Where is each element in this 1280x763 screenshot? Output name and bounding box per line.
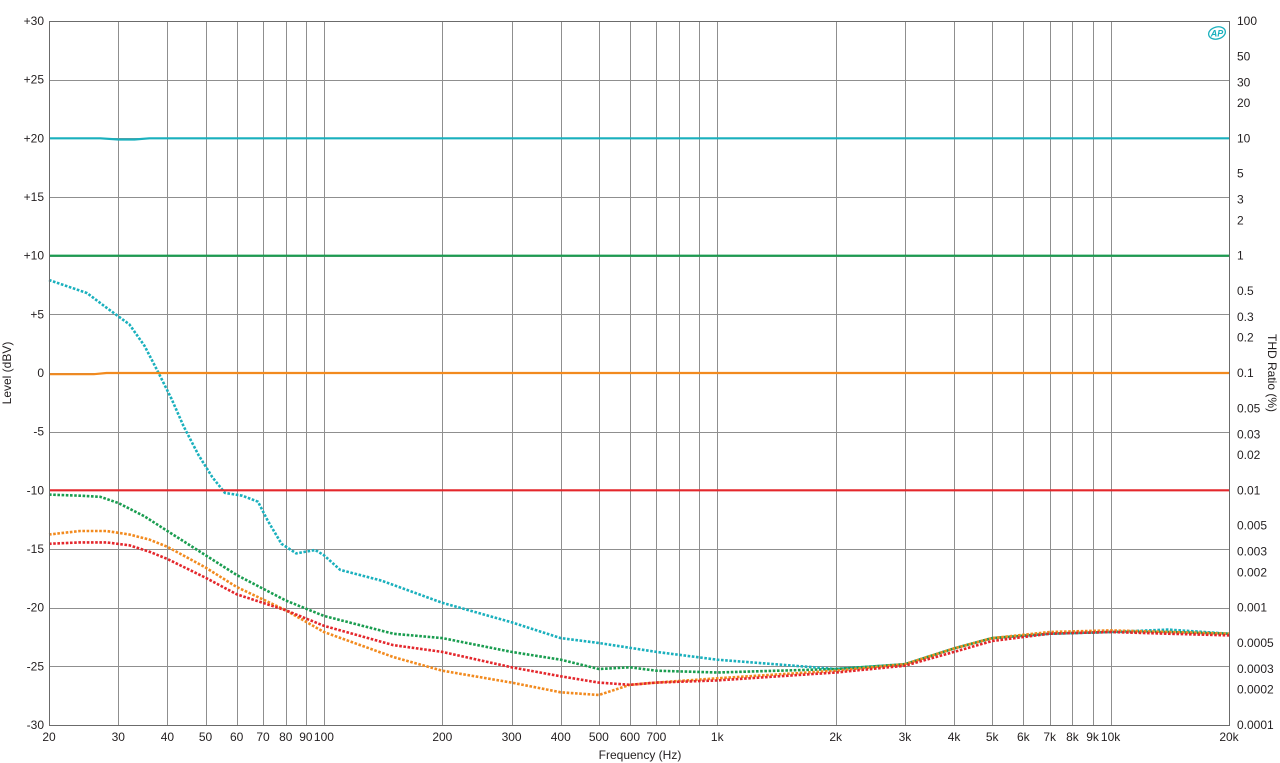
x-tick-label: 7k [1043, 730, 1057, 744]
y2-tick-label: 30 [1237, 75, 1251, 89]
y2-tick-label: 0.0002 [1237, 683, 1274, 697]
x-tick-label: 9k [1086, 730, 1100, 744]
x-tick-label: 10k [1101, 730, 1121, 744]
thd-series-line [48, 541, 1230, 687]
y-tick-label: +5 [30, 307, 44, 321]
y2-tick-label: 0.003 [1237, 545, 1267, 559]
level-series-line [49, 137, 1229, 141]
x-tick-label: 1k [711, 730, 725, 744]
y2-tick-label: 0.3 [1237, 310, 1254, 324]
x-tick-label: 200 [432, 730, 452, 744]
y2-tick-label: 0.005 [1237, 519, 1267, 533]
x-tick-label: 2k [829, 730, 843, 744]
y2-tick-label: 50 [1237, 49, 1251, 63]
tick-labels: 20 30 40 50 60 70 80 90 100 200 300 400 500 600 700 1k 2… [24, 14, 1274, 744]
y2-tick-label: 10 [1237, 131, 1251, 145]
x-tick-label: 50 [199, 730, 213, 744]
y2-tick-label: 0.0005 [1237, 636, 1274, 650]
ap-logo-icon: AP [1207, 26, 1227, 40]
x-tick-label: 600 [620, 730, 640, 744]
y2-tick-label: 0.001 [1237, 601, 1267, 615]
y-axis-label-left: Level (dBV) [0, 342, 14, 405]
y2-tick-label: 2 [1237, 213, 1244, 227]
y-tick-label: -5 [33, 425, 44, 439]
x-axis-label: Frequency (Hz) [599, 748, 682, 762]
x-tick-label: 20 [42, 730, 56, 744]
x-tick-label: 100 [314, 730, 334, 744]
y2-tick-label: 100 [1237, 14, 1257, 28]
y-tick-label: +15 [24, 190, 45, 204]
y-tick-label: -10 [27, 483, 45, 497]
x-tick-label: 300 [502, 730, 522, 744]
x-tick-label: 20k [1219, 730, 1239, 744]
y-tick-label: +25 [24, 73, 45, 87]
x-tick-label: 4k [948, 730, 962, 744]
x-tick-label: 80 [279, 730, 293, 744]
x-tick-label: 400 [551, 730, 571, 744]
plot-border [49, 21, 1230, 726]
x-tick-label: 90 [299, 730, 313, 744]
y2-tick-label: 0.002 [1237, 565, 1267, 579]
x-tick-label: 700 [646, 730, 666, 744]
y-tick-label: +20 [24, 131, 45, 145]
x-tick-label: 3k [899, 730, 913, 744]
thd-series-line [48, 529, 1230, 697]
y2-tick-label: 0.0003 [1237, 662, 1274, 676]
x-tick-label: 40 [161, 730, 175, 744]
y2-tick-label: 0.2 [1237, 331, 1254, 345]
level-series-line [49, 371, 1229, 376]
thd-series-line [48, 493, 1230, 674]
x-tick-label: 60 [230, 730, 244, 744]
y-axis-label-right: THD Ratio (%) [1265, 334, 1279, 412]
y-tick-label: -20 [27, 601, 45, 615]
x-tick-label: 30 [112, 730, 126, 744]
x-tick-label: 8k [1066, 730, 1080, 744]
y2-tick-label: 0.01 [1237, 483, 1261, 497]
y2-tick-label: 5 [1237, 167, 1244, 181]
y2-tick-label: 1 [1237, 249, 1244, 263]
y-tick-label: -25 [27, 659, 45, 673]
y-tick-label: +30 [24, 14, 45, 28]
y2-tick-label: 0.0001 [1237, 718, 1274, 732]
x-tick-label: 5k [986, 730, 1000, 744]
y2-tick-label: 0.5 [1237, 284, 1254, 298]
y2-tick-label: 3 [1237, 193, 1244, 207]
y2-tick-label: 0.03 [1237, 427, 1261, 441]
x-tick-label: 6k [1017, 730, 1031, 744]
y-tick-label: -15 [27, 542, 45, 556]
y-tick-label: 0 [37, 366, 44, 380]
x-tick-label: 70 [256, 730, 270, 744]
x-tick-label: 500 [589, 730, 609, 744]
series-layer [48, 137, 1230, 697]
y2-tick-label: 0.1 [1237, 366, 1254, 380]
y-tick-label: -30 [27, 718, 45, 732]
plot-frame [49, 21, 1230, 726]
y-tick-label: +10 [24, 249, 45, 263]
y2-tick-label: 0.05 [1237, 401, 1261, 415]
ap-logo-text: AP [1210, 29, 1224, 39]
thd-series-line [48, 278, 1230, 671]
y2-tick-label: 20 [1237, 96, 1251, 110]
y2-tick-label: 0.02 [1237, 448, 1261, 462]
